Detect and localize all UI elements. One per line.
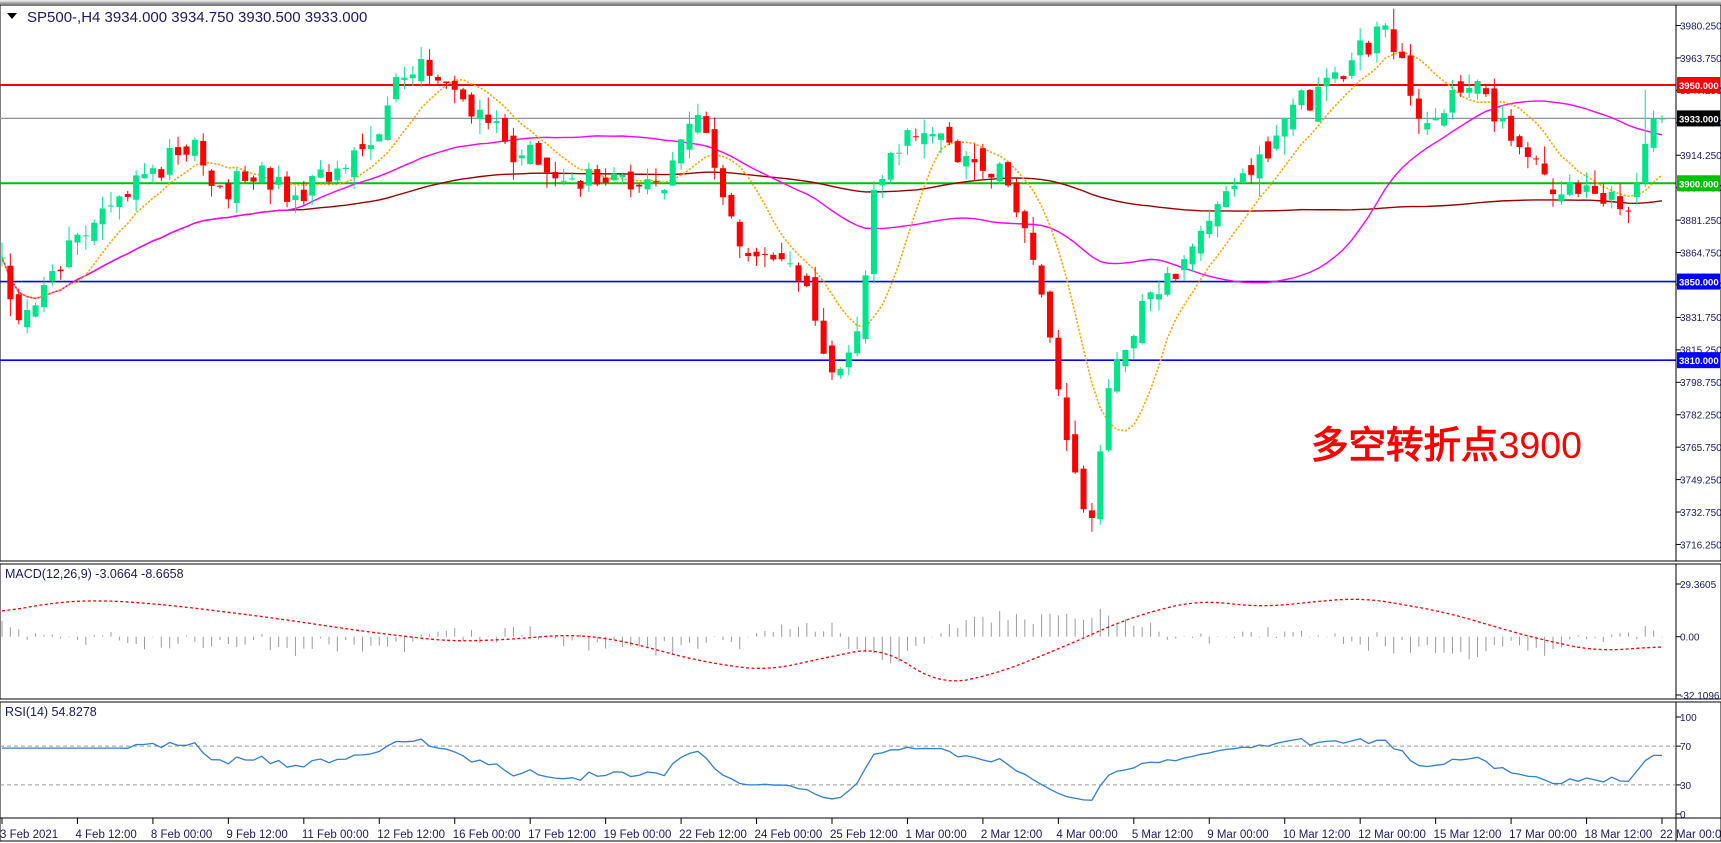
svg-text:70: 70 <box>1680 742 1692 753</box>
svg-text:3749.250: 3749.250 <box>1680 475 1721 486</box>
svg-text:9 Feb 12:00: 9 Feb 12:00 <box>226 829 287 841</box>
svg-text:10 Mar 12:00: 10 Mar 12:00 <box>1283 829 1351 841</box>
svg-text:3950.000: 3950.000 <box>1679 81 1719 92</box>
svg-text:100: 100 <box>1680 713 1697 724</box>
svg-text:18 Mar 12:00: 18 Mar 12:00 <box>1585 829 1653 841</box>
svg-text:22 Feb 12:00: 22 Feb 12:00 <box>679 829 747 841</box>
svg-text:MACD(12,26,9) -3.0664 -8.6658: MACD(12,26,9) -3.0664 -8.6658 <box>5 567 184 581</box>
svg-text:2 Mar 12:00: 2 Mar 12:00 <box>981 829 1042 841</box>
svg-text:3810.000: 3810.000 <box>1679 356 1719 367</box>
svg-text:9 Mar 00:00: 9 Mar 00:00 <box>1207 829 1268 841</box>
svg-text:3900.000: 3900.000 <box>1679 179 1719 190</box>
svg-text:0.00: 0.00 <box>1680 633 1700 644</box>
svg-text:8 Feb 00:00: 8 Feb 00:00 <box>151 829 212 841</box>
svg-text:19 Feb 00:00: 19 Feb 00:00 <box>604 829 672 841</box>
svg-text:3850.000: 3850.000 <box>1679 278 1719 289</box>
svg-text:3881.250: 3881.250 <box>1680 216 1721 227</box>
svg-text:22 Mar 00:00: 22 Mar 00:00 <box>1660 829 1721 841</box>
svg-text:29.3605: 29.3605 <box>1680 580 1717 591</box>
svg-text:12 Mar 00:00: 12 Mar 00:00 <box>1358 829 1426 841</box>
svg-text:11 Feb 00:00: 11 Feb 00:00 <box>302 829 369 841</box>
svg-text:3716.250: 3716.250 <box>1680 540 1721 551</box>
svg-text:17 Mar 00:00: 17 Mar 00:00 <box>1509 829 1577 841</box>
svg-text:3933.000: 3933.000 <box>1679 114 1719 125</box>
svg-text:4 Feb 12:00: 4 Feb 12:00 <box>75 829 136 841</box>
svg-text:15 Mar 12:00: 15 Mar 12:00 <box>1434 829 1502 841</box>
svg-text:3963.750: 3963.750 <box>1680 54 1721 65</box>
svg-text:-32.1096: -32.1096 <box>1680 691 1720 702</box>
svg-text:4 Mar 00:00: 4 Mar 00:00 <box>1056 829 1117 841</box>
svg-text:3 Feb 2021: 3 Feb 2021 <box>0 829 58 841</box>
svg-text:3782.250: 3782.250 <box>1680 411 1721 422</box>
svg-text:SP500-,H4 3934.000 3934.750 3: SP500-,H4 3934.000 3934.750 3930.500 393… <box>27 9 367 26</box>
svg-text:24 Feb 00:00: 24 Feb 00:00 <box>755 829 823 841</box>
svg-text:1 Mar 00:00: 1 Mar 00:00 <box>905 829 966 841</box>
svg-text:3765.750: 3765.750 <box>1680 443 1721 454</box>
svg-text:25 Feb 12:00: 25 Feb 12:00 <box>830 829 898 841</box>
svg-text:3732.750: 3732.750 <box>1680 508 1721 519</box>
svg-text:30: 30 <box>1680 781 1692 792</box>
svg-text:3831.750: 3831.750 <box>1680 313 1721 324</box>
svg-text:12 Feb 12:00: 12 Feb 12:00 <box>377 829 445 841</box>
svg-text:多空转折点3900: 多空转折点3900 <box>1311 424 1582 466</box>
svg-text:17 Feb 12:00: 17 Feb 12:00 <box>528 829 596 841</box>
svg-text:3914.250: 3914.250 <box>1680 151 1721 162</box>
svg-text:16 Feb 00:00: 16 Feb 00:00 <box>453 829 521 841</box>
svg-text:3864.750: 3864.750 <box>1680 248 1721 259</box>
svg-text:3980.250: 3980.250 <box>1680 21 1721 32</box>
svg-text:RSI(14) 54.8278: RSI(14) 54.8278 <box>5 705 97 719</box>
svg-text:5 Mar 12:00: 5 Mar 12:00 <box>1132 829 1193 841</box>
svg-text:3798.750: 3798.750 <box>1680 378 1721 389</box>
